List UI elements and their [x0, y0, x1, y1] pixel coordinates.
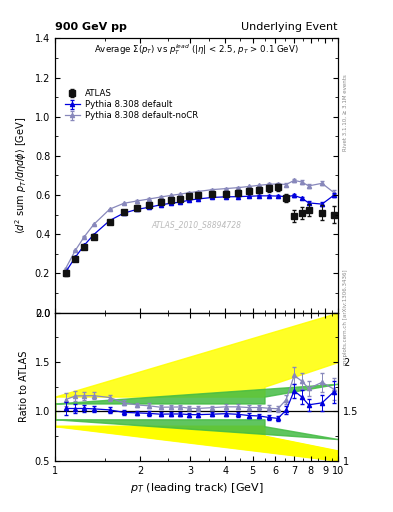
Text: mcplots.cern.ch [arXiv:1306.3436]: mcplots.cern.ch [arXiv:1306.3436] [343, 270, 348, 365]
Y-axis label: $\langle d^2$ sum $p_T/d\eta d\phi\rangle$ [GeV]: $\langle d^2$ sum $p_T/d\eta d\phi\rangl… [13, 117, 29, 234]
Text: Average $\Sigma(p_T)$ vs $p_T^{lead}$ ($|\eta|$ < 2.5, $p_T$ > 0.1 GeV): Average $\Sigma(p_T)$ vs $p_T^{lead}$ ($… [94, 42, 299, 57]
Legend: ATLAS, Pythia 8.308 default, Pythia 8.308 default-noCR: ATLAS, Pythia 8.308 default, Pythia 8.30… [62, 87, 200, 123]
Text: ATLAS_2010_S8894728: ATLAS_2010_S8894728 [151, 220, 242, 229]
Y-axis label: Ratio to ATLAS: Ratio to ATLAS [19, 351, 29, 422]
Polygon shape [55, 313, 338, 397]
Text: Underlying Event: Underlying Event [241, 22, 338, 32]
Text: 900 GeV pp: 900 GeV pp [55, 22, 127, 32]
Text: Rivet 3.1.10, ≥ 3.1M events: Rivet 3.1.10, ≥ 3.1M events [343, 74, 348, 151]
X-axis label: $p_T$ (leading track) [GeV]: $p_T$ (leading track) [GeV] [130, 481, 263, 495]
Polygon shape [55, 426, 338, 461]
